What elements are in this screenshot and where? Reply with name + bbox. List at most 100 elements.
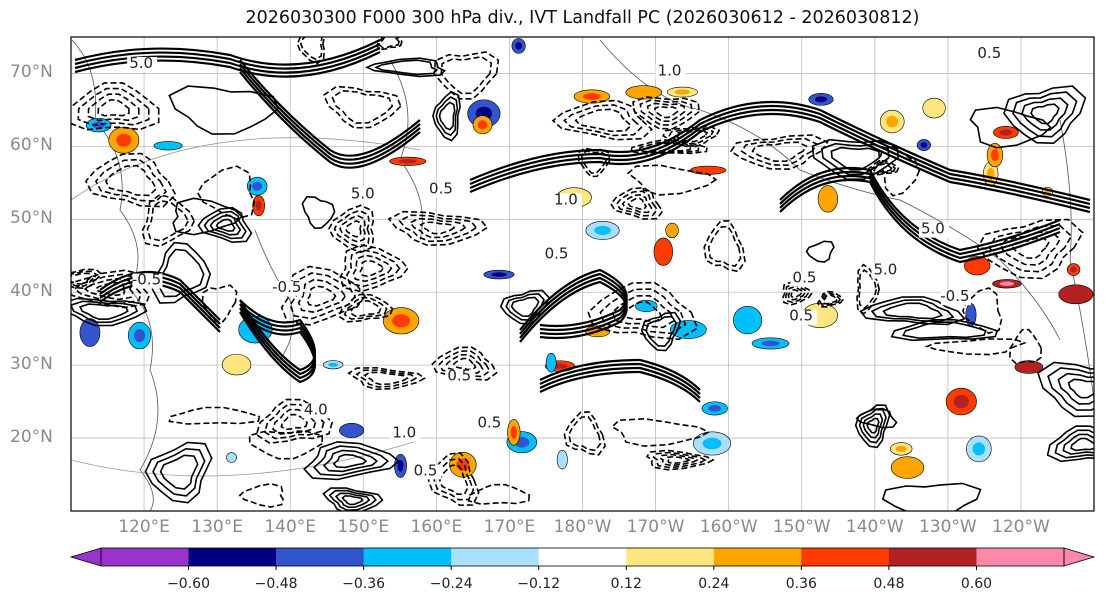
divergence-core (972, 442, 986, 456)
jet-contour (779, 178, 1061, 264)
divergence-core (999, 281, 1015, 286)
map-frame (70, 36, 1095, 512)
positive-contour (144, 441, 213, 504)
jet-contour (99, 270, 221, 321)
contour-label: 5.0 (873, 261, 897, 279)
negative-contour (630, 139, 708, 155)
divergence-blob (653, 237, 673, 266)
negative-contour (787, 286, 806, 301)
divergence-blob (545, 352, 557, 373)
negative-contour (658, 453, 699, 467)
positive-contour (303, 441, 401, 481)
lat-label: 60°N (10, 135, 53, 156)
negative-contour (71, 272, 93, 285)
divergence-core (510, 425, 517, 439)
positive-contour (159, 454, 199, 490)
positive-contour (858, 408, 887, 444)
positive-contour (328, 489, 377, 511)
jet-contour (99, 278, 221, 329)
jet-contour (239, 67, 421, 165)
contour-label: 5.0 (921, 220, 945, 238)
lon-label: 140°E (264, 517, 317, 537)
contour-label-bg (411, 464, 442, 480)
negative-contour (398, 214, 478, 243)
divergence-core (708, 405, 722, 412)
contour-label: 0.5 (545, 244, 569, 262)
negative-contour (359, 259, 385, 278)
jet-contour (539, 370, 701, 403)
negative-contour (77, 87, 150, 126)
divergence-core (895, 445, 907, 453)
coastline-alaska (599, 39, 1061, 341)
negative-contour (346, 249, 401, 288)
lon-label: 160°E (410, 517, 463, 537)
colorbar-extend-left (69, 547, 102, 567)
divergence-blob (817, 185, 838, 213)
divergence-blob (733, 306, 763, 335)
jet-contour (469, 104, 1091, 206)
coastline-north-america (1059, 119, 1094, 401)
negative-contour (632, 96, 701, 130)
positive-contour (855, 407, 898, 429)
divergence-core (133, 328, 146, 343)
contour-label-bg (127, 56, 158, 72)
divergence-blob (153, 141, 183, 151)
positive-contour (364, 57, 446, 78)
divergence-blob (625, 85, 663, 100)
positive-contour (209, 214, 242, 236)
colorbar-segment (538, 548, 627, 566)
colorbar-tick-label: −0.60 (167, 576, 210, 592)
positive-contour (805, 240, 835, 263)
positive-contour (640, 311, 682, 352)
negative-contour (438, 463, 469, 496)
negative-contour (146, 199, 190, 242)
negative-contour (427, 451, 480, 507)
jet-contour (74, 51, 381, 78)
divergence-core (116, 133, 132, 147)
colorbar-outline (100, 547, 1065, 567)
contour-label: 1.0 (554, 190, 578, 208)
divergence-core (477, 120, 488, 130)
negative-contour (419, 221, 456, 235)
jet-contour (239, 59, 421, 157)
negative-contour (431, 346, 498, 381)
lat-label: 40°N (10, 281, 53, 302)
negative-contour (337, 293, 394, 323)
positive-contour (1003, 85, 1087, 145)
colorbar-tick-label: −0.12 (517, 576, 561, 592)
divergence-core (328, 362, 339, 367)
positive-contour (890, 319, 999, 342)
divergence-blob (665, 222, 679, 239)
negative-contour (433, 51, 500, 100)
positive-contour (215, 218, 236, 232)
negative-contour (323, 85, 402, 129)
positive-contour (1062, 433, 1094, 455)
divergence-core (761, 340, 780, 347)
jet-contour (74, 39, 381, 66)
negative-contour (580, 150, 607, 174)
colorbar-tick-label: 0.12 (610, 576, 642, 592)
contour-label: 5.0 (351, 185, 375, 203)
divergence-blob (964, 256, 991, 276)
jet-contour (779, 170, 1061, 256)
contour-labels: 5.0 4.0 5.0 5.0 1.0 0.5 0.5 1.0 0.5 0.5 0.5 -0.5 -0.… (127, 44, 1006, 480)
negative-contour (289, 272, 357, 320)
negative-contour (349, 299, 382, 317)
contour-label-bg (445, 369, 476, 385)
jet-contour (519, 268, 628, 331)
lon-label: 180°W (553, 517, 612, 537)
negative-contour (168, 406, 261, 425)
contour-label-bg (790, 271, 821, 287)
lon-label: 170°E (483, 517, 536, 537)
negative-contour (563, 104, 643, 137)
lon-label: 130°W (918, 517, 977, 537)
lon-label: 150°W (772, 517, 831, 537)
lat-label: 50°N (10, 208, 53, 229)
negative-contour (333, 209, 371, 249)
negative-contour (238, 482, 284, 508)
contour-label-bg (918, 222, 949, 238)
negative-contour (665, 455, 691, 465)
positive-contour (1021, 97, 1069, 131)
jet-contour (469, 112, 1091, 214)
positive-contour (866, 417, 880, 434)
